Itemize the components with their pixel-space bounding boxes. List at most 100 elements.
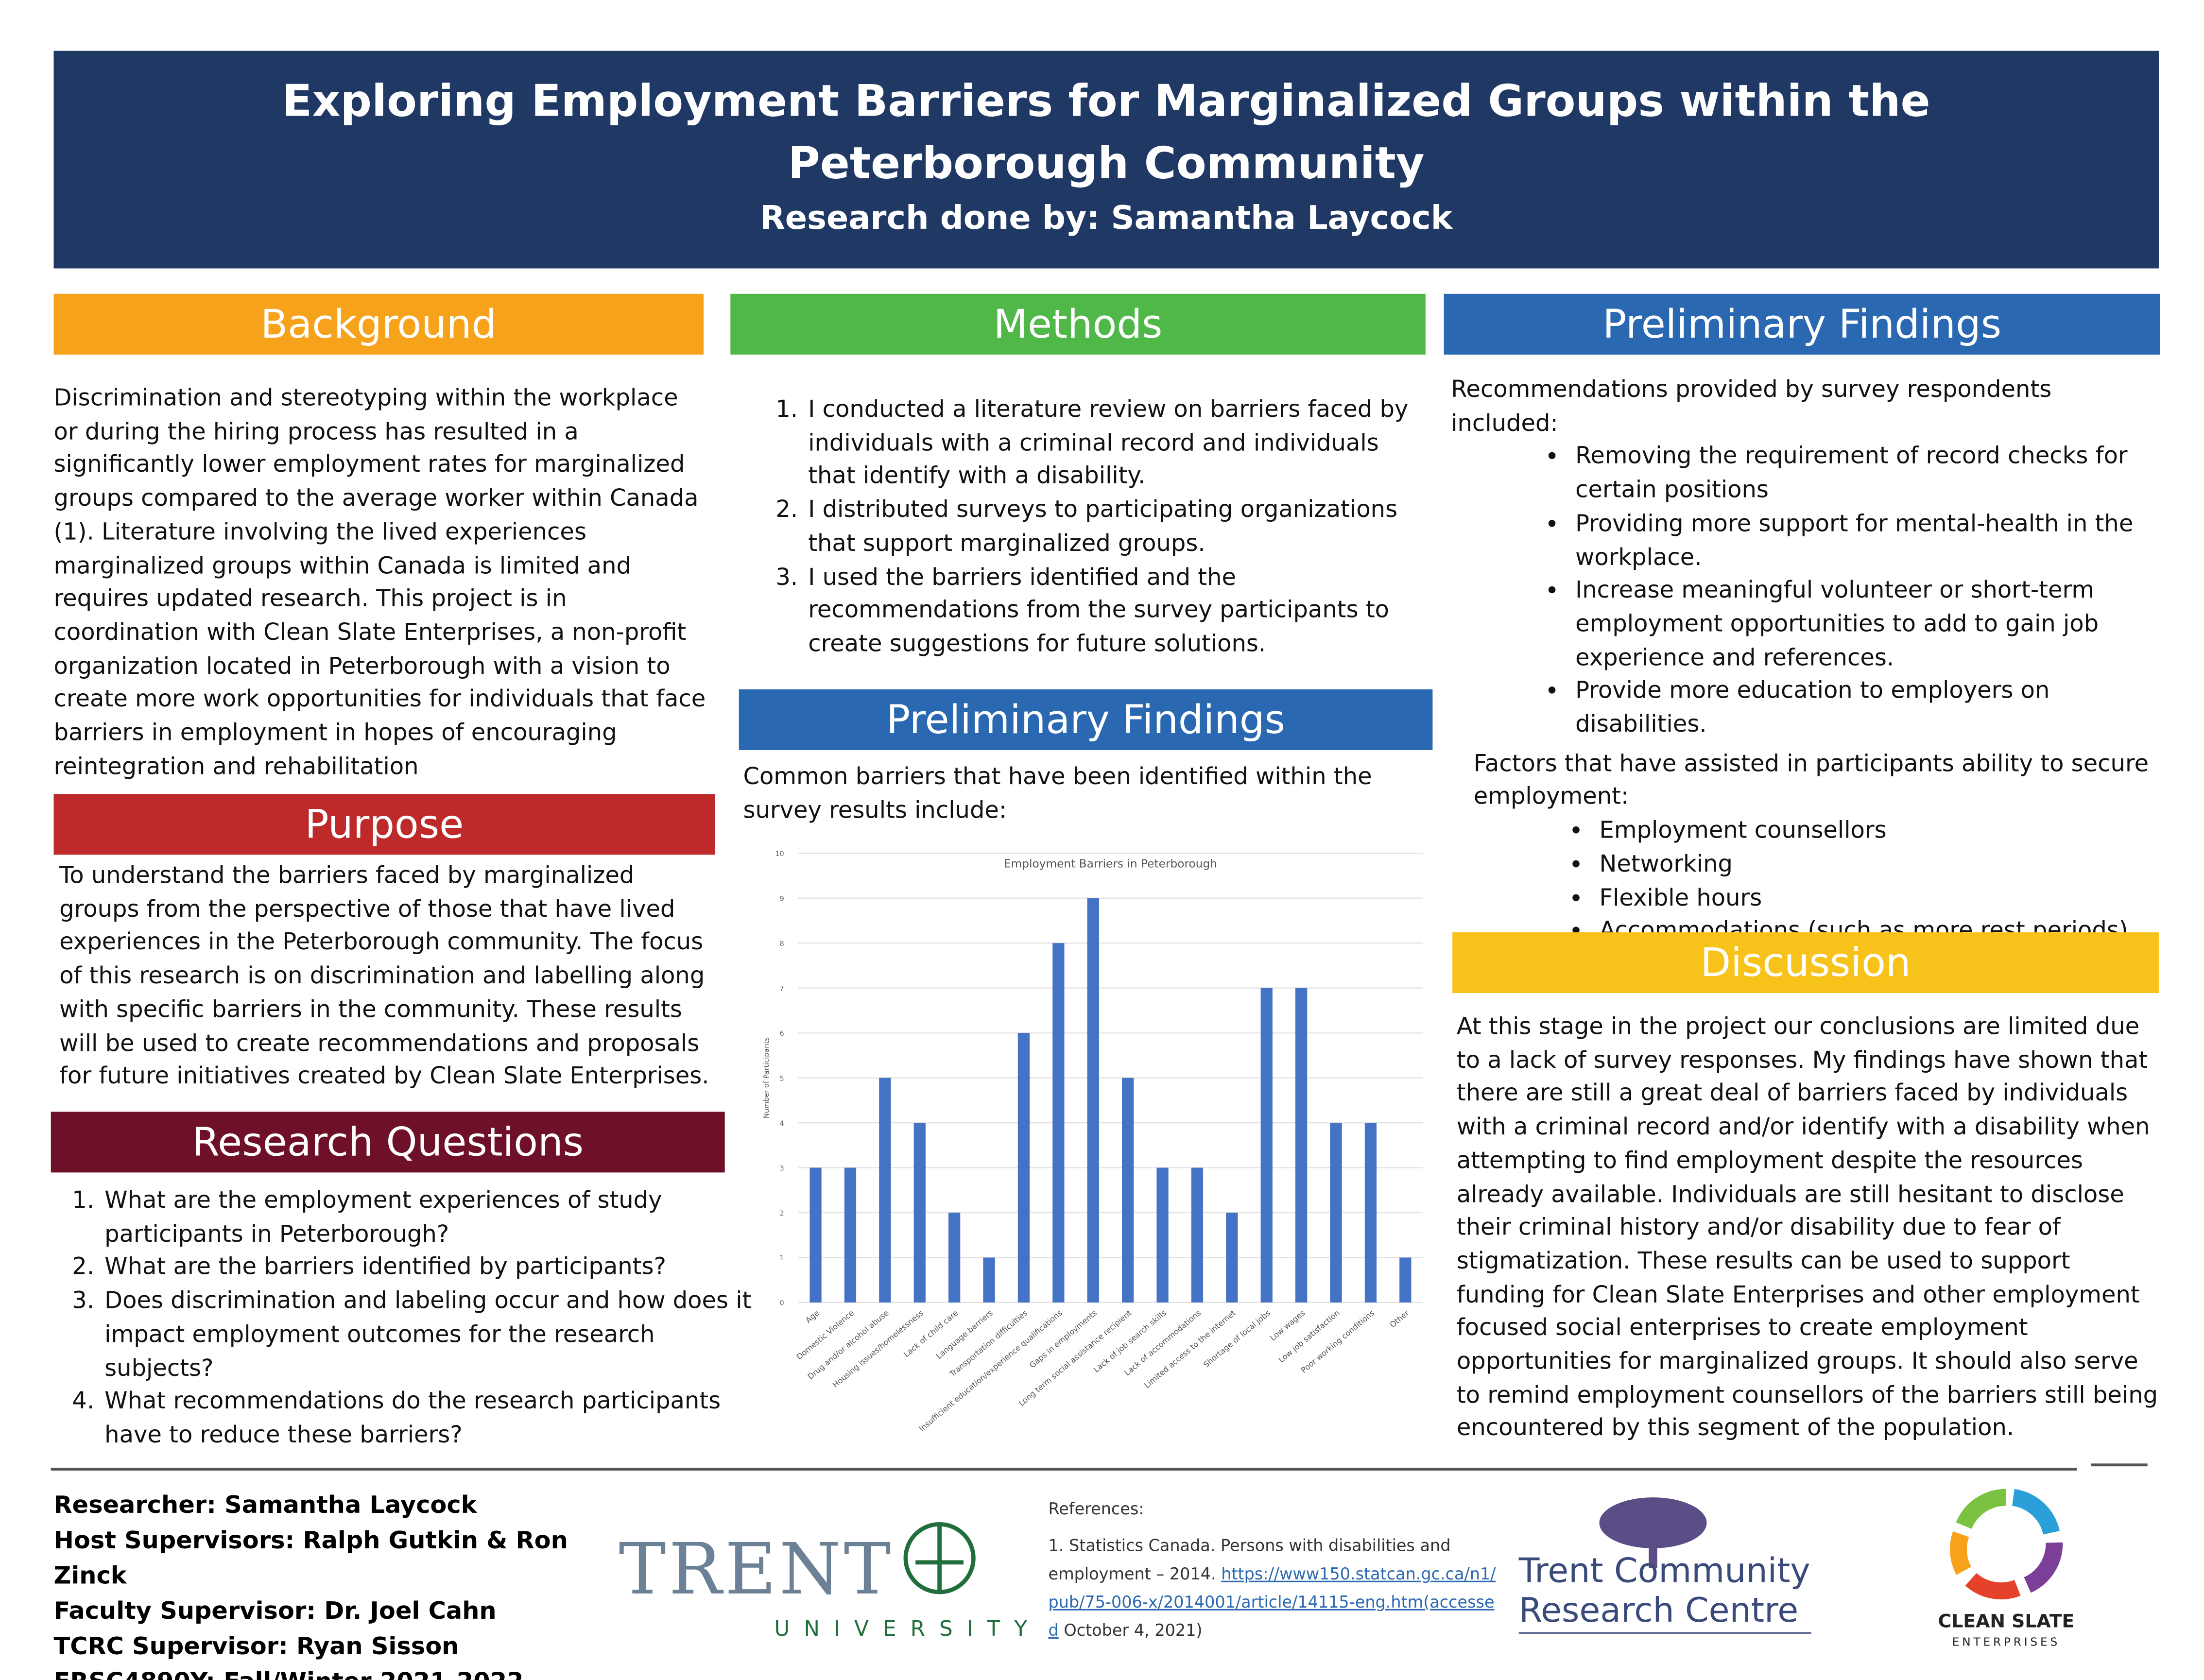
recommendation-list: Removing the requirement of record check…: [1451, 440, 2157, 741]
findings-right: Recommendations provided by survey respo…: [1451, 373, 2157, 948]
y-tick-label: 1: [780, 1254, 784, 1262]
references-heading: References:: [1048, 1499, 1144, 1519]
methods-list: I conducted a literature review on barri…: [760, 393, 1427, 660]
header: Exploring Employment Barriers for Margin…: [53, 51, 2159, 269]
y-tick-label: 0: [780, 1300, 784, 1307]
y-tick-label: 3: [780, 1165, 784, 1172]
y-axis-label: Number of Participants: [763, 1037, 771, 1118]
section-heading: Preliminary Findings: [739, 689, 1433, 750]
recommendation: Providing more support for mental-health…: [1572, 507, 2157, 574]
recommendation: Removing the requirement of record check…: [1572, 440, 2157, 507]
section-heading: Discussion: [1452, 932, 2159, 994]
y-tick-label: 7: [780, 985, 784, 993]
discussion-text: At this stage in the project our conclus…: [1456, 1012, 2158, 1442]
logo-tree: [1649, 1534, 1657, 1568]
y-tick-label: 4: [780, 1120, 784, 1128]
factor: Employment counsellors: [1597, 814, 2157, 847]
method: I distributed surveys to participating o…: [805, 493, 1427, 560]
method: I used the barriers identified and the r…: [805, 560, 1427, 661]
bar: [1226, 1212, 1238, 1303]
bar: [1399, 1257, 1412, 1303]
bar: [1122, 1078, 1134, 1303]
x-tick-label: Low job satisfaction: [1277, 1308, 1342, 1365]
reference-link[interactable]: https://www150.statcan.gc.ca/n1/pub/75-0…: [1048, 1563, 1496, 1640]
y-tick-label: 10: [775, 850, 784, 858]
x-tick-label: Domestic Violence: [794, 1308, 856, 1362]
reference-text: 1. Statistics Canada. Persons with disab…: [1048, 1535, 1451, 1584]
intro: Factors that have assisted in participan…: [1473, 750, 2149, 810]
question: What are the employment experiences of s…: [102, 1184, 760, 1251]
credit-line: FRSC4890Y: Fall/Winter 2021-2022: [53, 1665, 619, 1680]
y-tick-label: 2: [780, 1210, 784, 1217]
bar: [948, 1212, 961, 1303]
question: What recommendations do the research par…: [102, 1385, 760, 1452]
bar: [1260, 988, 1273, 1303]
chart-title: Employment Barriers in Peterborough: [1004, 857, 1217, 870]
credit-line: Host Supervisors: Ralph Gutkin & Ron Zin…: [53, 1527, 568, 1591]
section-heading: Background: [53, 293, 704, 355]
logo-text: TRENT: [619, 1528, 894, 1611]
logo-emblem: [903, 1522, 976, 1594]
section-heading: Methods: [730, 293, 1426, 355]
logo-text: Research Centre: [1519, 1591, 1798, 1630]
credit-line: Faculty Supervisor: Dr. Joel Cahn: [53, 1597, 497, 1626]
subtitle: Research done by: Samantha Laycock: [760, 200, 1453, 238]
method: I conducted a literature review on barri…: [805, 393, 1427, 493]
divider: [51, 1468, 2077, 1471]
intro: Recommendations provided by survey respo…: [1451, 376, 2052, 436]
x-tick-label: Gaps in employments: [1028, 1308, 1099, 1370]
bar: [1017, 1033, 1030, 1303]
logos: TRENT UNIVERSITY Trent Community Researc…: [619, 1489, 2075, 1648]
y-tick-label: 8: [780, 940, 784, 948]
credits: Researcher: Samantha Laycock Host Supervi…: [53, 1489, 619, 1680]
findings-text: Common barriers that have been identifie…: [743, 763, 1372, 823]
logo-text: UNIVERSITY: [774, 1617, 1041, 1641]
bar: [983, 1257, 995, 1303]
x-tick-label: Language barriers: [934, 1308, 995, 1361]
recommendation: Provide more education to employers on d…: [1572, 674, 2157, 741]
title: Exploring Employment Barriers for Margin…: [282, 76, 1930, 189]
bar: [1156, 1167, 1169, 1303]
bar: [1052, 943, 1065, 1303]
logo-text: ENTERPRISES: [1952, 1635, 2060, 1648]
y-tick-label: 6: [780, 1030, 784, 1038]
recommendation: Increase meaningful volunteer or short-t…: [1572, 574, 2157, 674]
section-heading: Purpose: [53, 794, 715, 855]
logo-tree: [1599, 1497, 1707, 1548]
bar: [1364, 1123, 1377, 1303]
question: Does discrimination and labeling occur a…: [102, 1284, 760, 1385]
chart: Employment Barriers in Peterborough Numbe…: [763, 850, 1423, 1433]
y-tick-label: 5: [780, 1075, 784, 1082]
logo-text: Trent Community: [1518, 1551, 1810, 1591]
x-tick-label: Age: [804, 1308, 821, 1325]
bar: [844, 1167, 857, 1303]
reference-text: October 4, 2021): [1058, 1620, 1203, 1640]
factor-list: Employment counsellorsNetworkingFlexible…: [1451, 814, 2157, 948]
question-list: What are the employment experiences of s…: [56, 1184, 760, 1452]
bar: [1330, 1123, 1342, 1303]
bar: [913, 1123, 926, 1303]
references: References: 1. Statistics Canada. Person…: [1049, 1494, 1500, 1644]
logo-circle: [1950, 1489, 2063, 1599]
background-text: Discrimination and stereotyping within t…: [53, 384, 706, 780]
bar: [809, 1167, 822, 1303]
x-tick-label: Other: [1388, 1308, 1411, 1329]
question: What are the barriers identified by part…: [102, 1251, 760, 1284]
section-heading: Preliminary Findings: [1444, 293, 2160, 355]
y-tick-label: 9: [780, 895, 784, 903]
bar: [879, 1078, 891, 1303]
factor: Flexible hours: [1597, 881, 2157, 914]
logo-text: CLEAN SLATE: [1938, 1611, 2075, 1632]
credit-line: Researcher: Samantha Laycock: [53, 1491, 477, 1520]
section-heading: Research Questions: [51, 1112, 725, 1173]
purpose-text: To understand the barriers faced by marg…: [59, 861, 709, 1090]
bar: [1087, 898, 1099, 1303]
bar: [1295, 988, 1308, 1303]
reference: 1. Statistics Canada. Persons with disab…: [1049, 1531, 1500, 1645]
x-tick-label: Shortage of local jobs: [1202, 1308, 1272, 1370]
bar: [1191, 1167, 1204, 1303]
factor: Networking: [1597, 847, 2157, 881]
credit-line: TCRC Supervisor: Ryan Sisson: [53, 1633, 459, 1662]
